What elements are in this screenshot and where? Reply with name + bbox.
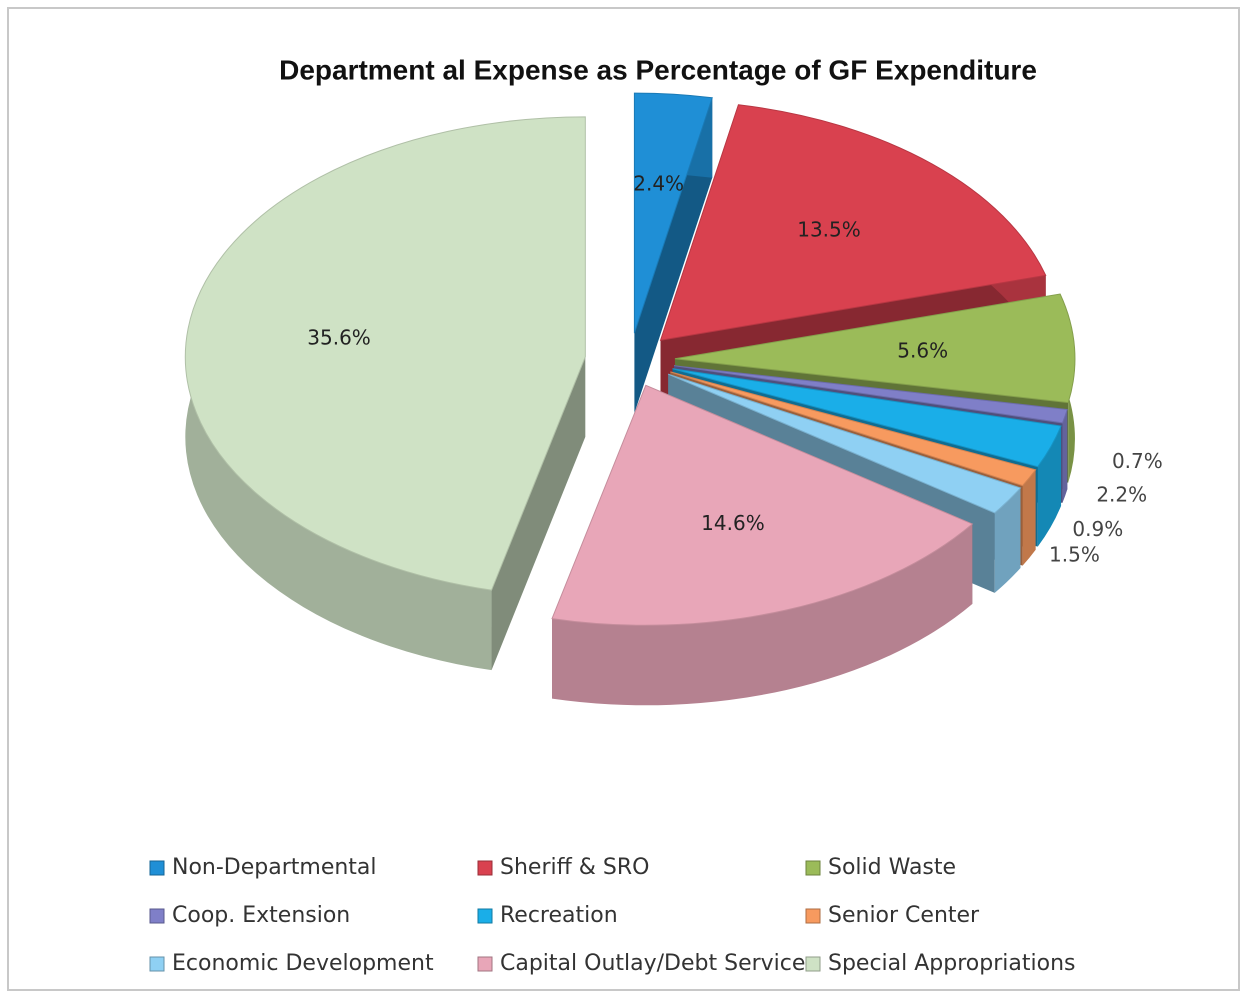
slice [668,373,1022,514]
slice [674,293,1076,404]
legend-label: Coop. Extension [172,903,350,928]
slice-side [491,356,586,671]
data-label: 35.6% [307,326,371,350]
data-label: 2.2% [1096,482,1147,506]
legend-swatch [805,908,821,924]
data-label: 0.9% [1072,517,1123,541]
legend-label: Capital Outlay/Debt Service [500,951,805,976]
data-label: 14.6% [701,511,765,535]
legend-swatch [149,956,165,972]
legend-label: Special Appropriations [828,951,1075,976]
legend-swatch [477,908,493,924]
slice-edge [552,523,973,706]
legend-label: Non-Departmental [172,855,377,880]
data-label: 5.6% [897,339,948,363]
data-label: 13.5% [797,217,861,241]
slice [659,104,1047,341]
legend-swatch [477,956,493,972]
data-label: 2.4% [633,172,684,196]
slice-edge [1062,409,1068,503]
legend-label: Recreation [500,903,618,928]
data-label: 0.7% [1112,449,1163,473]
data-label: 1.5% [1049,542,1100,566]
slice [633,92,713,334]
legend-label: Economic Development [172,951,434,976]
legend-swatch [805,956,821,972]
legend-label: Sheriff & SRO [500,855,649,880]
slice [672,368,1062,468]
slice [673,365,1068,424]
slice [551,384,974,626]
slice [670,371,1037,487]
slice-edge [1037,425,1062,547]
legend-label: Solid Waste [828,855,956,880]
legend-swatch [149,860,165,876]
legend-label: Senior Center [828,903,980,928]
chart-title: Department al Expense as Percentage of G… [279,54,1037,85]
slice-edge [1022,469,1036,566]
legend-swatch [805,860,821,876]
pie [184,92,1076,706]
legend-swatch [149,908,165,924]
slice-side [634,97,713,414]
slice-edge [994,487,1021,593]
legend-swatch [477,860,493,876]
slice [184,116,586,591]
